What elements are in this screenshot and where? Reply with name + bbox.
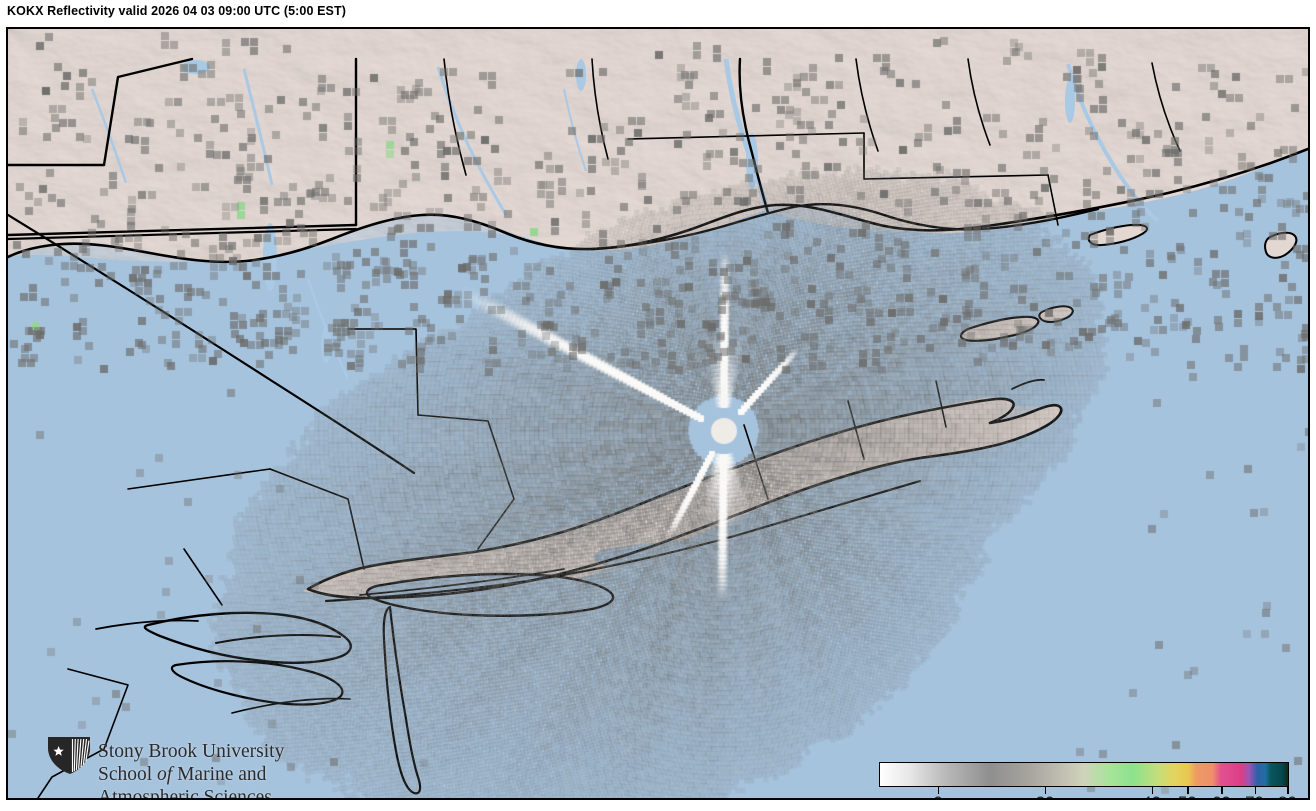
colorbar-tick-labels: 0 20 40 50 60 70 80 <box>879 793 1297 798</box>
radar-map-frame[interactable]: Stony Brook University School of Marine … <box>6 27 1310 800</box>
colorbar-tick <box>1151 787 1154 794</box>
title-bar: KOKX Reflectivity valid 2026 04 03 09:00… <box>0 0 1316 27</box>
colorbar-tick-label: 70 <box>1245 793 1264 798</box>
colorbar-tick <box>938 787 940 794</box>
colorbar-tick <box>1187 787 1189 794</box>
colorbar-tick-label: 0 <box>933 793 942 798</box>
colorbar-tick-label: 20 <box>1036 793 1055 798</box>
colorbar-tick <box>1254 787 1256 794</box>
radar-echo-layer <box>8 29 1308 798</box>
reflectivity-colorbar: 0 20 40 50 60 70 80 <box>879 762 1297 798</box>
colorbar-tick <box>1045 787 1047 794</box>
colorbar-tick <box>1287 787 1289 794</box>
colorbar-gradient <box>880 763 1288 786</box>
colorbar-ticks <box>879 787 1289 795</box>
colorbar-tick <box>1221 787 1223 794</box>
radar-map-canvas[interactable]: Stony Brook University School of Marine … <box>8 29 1308 798</box>
colorbar-tick-label: 60 <box>1212 793 1231 798</box>
colorbar-tick-label: 50 <box>1178 793 1197 798</box>
colorbar-tick-label: 40 <box>1142 793 1161 798</box>
colorbar-tick-label: 80 <box>1278 793 1297 798</box>
page-title: KOKX Reflectivity valid 2026 04 03 09:00… <box>7 4 346 18</box>
colorbar-strip <box>879 762 1289 787</box>
